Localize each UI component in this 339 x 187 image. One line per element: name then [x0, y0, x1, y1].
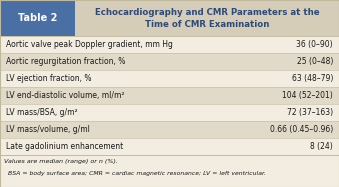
- Bar: [0, 70, 339, 87]
- Text: 36 (0–90): 36 (0–90): [296, 40, 333, 49]
- Text: Time of CMR Examination: Time of CMR Examination: [145, 19, 269, 28]
- Text: LV mass/volume, g/ml: LV mass/volume, g/ml: [6, 125, 90, 134]
- Text: Aortic valve peak Doppler gradient, mm Hg: Aortic valve peak Doppler gradient, mm H…: [6, 40, 173, 49]
- Text: LV mass/BSA, g/m²: LV mass/BSA, g/m²: [6, 108, 78, 117]
- Bar: [0, 36, 339, 53]
- Text: 104 (52–201): 104 (52–201): [282, 91, 333, 100]
- Text: Table 2: Table 2: [18, 13, 57, 23]
- Text: 8 (24): 8 (24): [310, 142, 333, 151]
- Bar: [0, 0, 339, 36]
- Text: 25 (0–48): 25 (0–48): [297, 57, 333, 66]
- Text: BSA = body surface area; CMR = cardiac magnetic resonance; LV = left ventricular: BSA = body surface area; CMR = cardiac m…: [4, 171, 266, 177]
- Text: LV ejection fraction, %: LV ejection fraction, %: [6, 74, 92, 83]
- Bar: [0, 87, 339, 104]
- Text: 0.66 (0.45–0.96): 0.66 (0.45–0.96): [270, 125, 333, 134]
- Text: Values are median (range) or n (%).: Values are median (range) or n (%).: [4, 160, 118, 165]
- Bar: [0, 104, 339, 121]
- Bar: [0, 138, 339, 155]
- Bar: [0, 121, 339, 138]
- Text: Echocardiography and CMR Parameters at the: Echocardiography and CMR Parameters at t…: [95, 7, 319, 16]
- Bar: [0, 155, 339, 183]
- Text: LV end-diastolic volume, ml/m²: LV end-diastolic volume, ml/m²: [6, 91, 124, 100]
- Text: Aortic regurgitation fraction, %: Aortic regurgitation fraction, %: [6, 57, 125, 66]
- Text: 63 (48–79): 63 (48–79): [292, 74, 333, 83]
- Bar: [0, 0, 75, 36]
- Bar: [0, 53, 339, 70]
- Text: 72 (37–163): 72 (37–163): [287, 108, 333, 117]
- Text: Late gadolinium enhancement: Late gadolinium enhancement: [6, 142, 123, 151]
